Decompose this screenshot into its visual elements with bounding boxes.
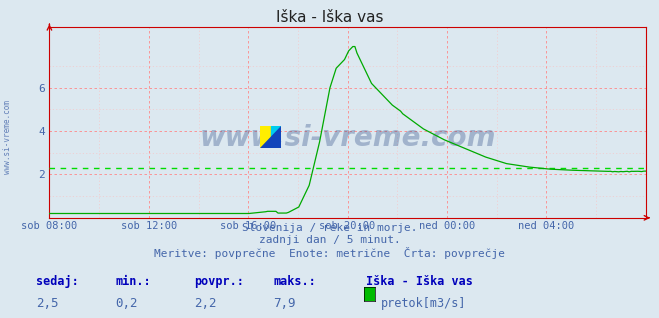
Text: Iška - Iška vas: Iška - Iška vas <box>275 10 384 24</box>
Text: Iška - Iška vas: Iška - Iška vas <box>366 275 473 288</box>
Text: www.si-vreme.com: www.si-vreme.com <box>200 124 496 152</box>
Text: 0,2: 0,2 <box>115 297 138 310</box>
Bar <box>260 126 271 148</box>
Text: pretok[m3/s]: pretok[m3/s] <box>381 297 467 310</box>
Text: 2,2: 2,2 <box>194 297 217 310</box>
Text: 7,9: 7,9 <box>273 297 296 310</box>
Text: Meritve: povprečne  Enote: metrične  Črta: povprečje: Meritve: povprečne Enote: metrične Črta:… <box>154 247 505 259</box>
Bar <box>271 126 281 148</box>
Text: sedaj:: sedaj: <box>36 275 79 288</box>
Text: Slovenija / reke in morje.: Slovenija / reke in morje. <box>242 223 417 232</box>
Text: zadnji dan / 5 minut.: zadnji dan / 5 minut. <box>258 235 401 245</box>
Text: 2,5: 2,5 <box>36 297 59 310</box>
Text: povpr.:: povpr.: <box>194 275 244 288</box>
Text: maks.:: maks.: <box>273 275 316 288</box>
Text: min.:: min.: <box>115 275 151 288</box>
Polygon shape <box>260 126 281 148</box>
Text: www.si-vreme.com: www.si-vreme.com <box>3 100 13 174</box>
